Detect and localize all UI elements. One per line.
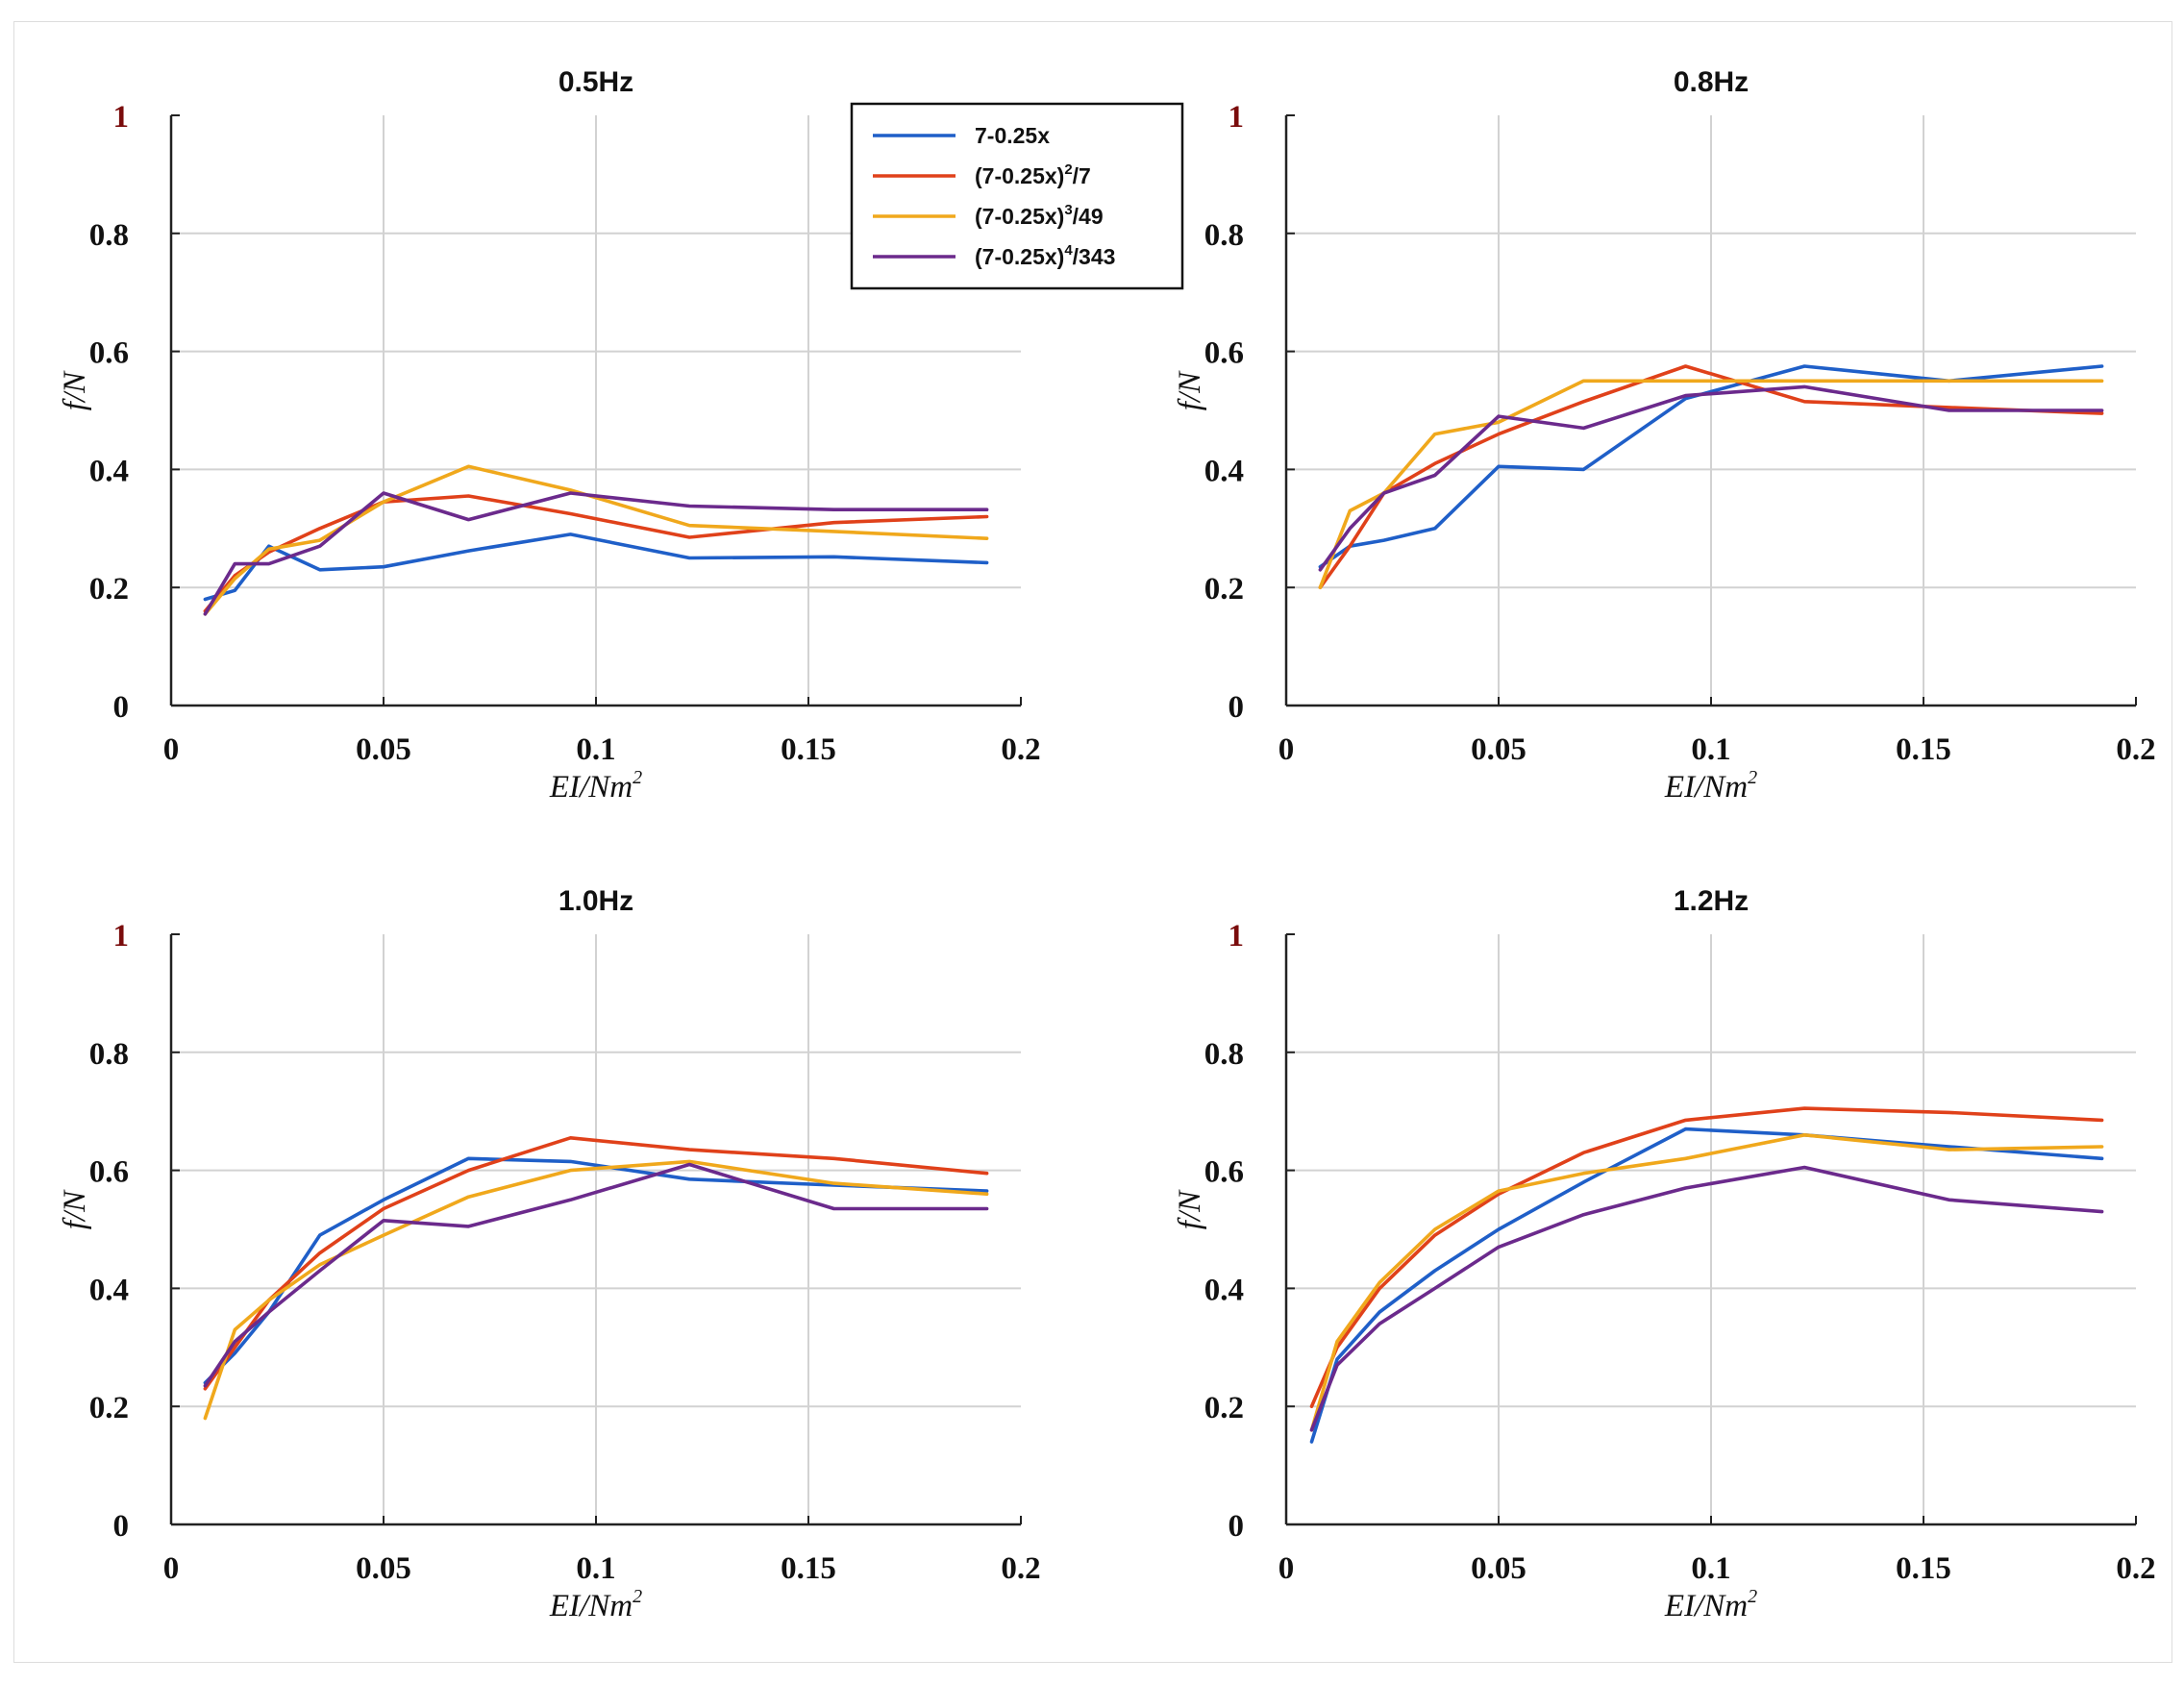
x-axis-label: EI/Nm2: [549, 1586, 642, 1623]
x-tick-label: 0.15: [781, 732, 836, 767]
y-tick-label: 0: [113, 1509, 130, 1544]
series-line-1: [203, 1156, 989, 1385]
series-line-2: [1309, 1106, 2104, 1408]
x-tick-label: 0.15: [1896, 1551, 1951, 1586]
x-tick-label: 0.2: [1001, 1551, 1040, 1586]
y-tick-label: 0.4: [89, 1273, 129, 1307]
y-axis-label: f/N: [58, 1189, 92, 1229]
legend: 7-0.25x (7-0.25x)2/7 (7-0.25x)3/49 (7-0.25x…: [850, 102, 1184, 290]
y-tick-label: 0.8: [1204, 1037, 1244, 1072]
x-tick-label: 0.05: [1471, 1551, 1526, 1586]
x-tick-label: 0.05: [356, 732, 411, 767]
series-line-3: [1318, 379, 2104, 590]
x-tick-label: 0: [163, 1551, 180, 1586]
x-tick-label: 0.05: [1471, 732, 1526, 767]
x-tick-label: 0: [163, 732, 180, 767]
series-line-3: [203, 1159, 989, 1421]
x-tick-label: 0.1: [1691, 732, 1730, 767]
x-tick-label: 0.05: [356, 1551, 411, 1586]
y-tick-label: 0.6: [89, 1155, 129, 1190]
y-tick-label: 0.4: [1204, 454, 1244, 488]
x-tick-label: 0.1: [576, 1551, 615, 1586]
panel-title: 0.5Hz: [558, 66, 633, 98]
panel-title: 1.2Hz: [1674, 885, 1749, 917]
x-tick-label: 0.1: [576, 732, 615, 767]
x-tick-label: 0.1: [1691, 1551, 1730, 1586]
y-tick-label: 0.6: [1204, 336, 1244, 371]
series-line-1: [203, 532, 989, 602]
legend-label-3: (7-0.25x)3/49: [975, 202, 1104, 229]
y-tick-label: 0.6: [89, 336, 129, 371]
x-axis-label: EI/Nm2: [549, 767, 642, 805]
x-axis-label: EI/Nm2: [1664, 1586, 1757, 1623]
x-tick-label: 0.2: [1001, 732, 1040, 767]
y-tick-label: 0.4: [1204, 1273, 1244, 1307]
x-tick-label: 0.2: [2116, 732, 2155, 767]
panel-title: 0.8Hz: [1674, 66, 1749, 98]
series-line-1: [1318, 364, 2104, 569]
series-line-4: [203, 1162, 989, 1388]
series-line-4: [203, 491, 989, 616]
y-tick-label: 0.2: [89, 1391, 129, 1425]
y-tick-label: 1: [1228, 919, 1245, 953]
y-tick-label: 0.4: [89, 454, 129, 488]
series-line-3: [1309, 1133, 2104, 1432]
panel-2: 0 0.05 0.1 0.15 0.2 0 0.2 0.4 0.6 0.8 1 0.8Hz EI/Nm2…: [1173, 66, 2156, 805]
y-tick-label: 1: [113, 100, 130, 135]
figure-frame: [13, 21, 2172, 1663]
x-axis-label: EI/Nm2: [1664, 767, 1757, 805]
panel-4: 0 0.05 0.1 0.15 0.2 0 0.2 0.4 0.6 0.8 1 1.2Hz EI/Nm2…: [1173, 885, 2156, 1623]
y-tick-label: 1: [1228, 100, 1245, 135]
y-tick-label: 0.6: [1204, 1155, 1244, 1190]
y-tick-label: 0.2: [89, 572, 129, 607]
x-tick-label: 0: [1278, 1551, 1295, 1586]
series-line-1: [1309, 1127, 2104, 1444]
y-tick-label: 0.8: [89, 218, 129, 253]
y-tick-label: 0.8: [89, 1037, 129, 1072]
legend-label-4: (7-0.25x)4/343: [975, 242, 1115, 269]
x-tick-label: 0.15: [781, 1551, 836, 1586]
x-tick-label: 0.2: [2116, 1551, 2155, 1586]
legend-label-2: (7-0.25x)2/7: [975, 161, 1091, 188]
y-tick-label: 0.2: [1204, 1391, 1244, 1425]
y-tick-label: 0: [1228, 690, 1245, 725]
series-line-2: [1318, 364, 2104, 590]
y-axis-label: f/N: [58, 370, 92, 410]
y-axis-label: f/N: [1173, 370, 1207, 410]
x-tick-label: 0.15: [1896, 732, 1951, 767]
y-tick-label: 0.2: [1204, 572, 1244, 607]
panel-title: 1.0Hz: [558, 885, 633, 917]
panel-3: 0 0.05 0.1 0.15 0.2 0 0.2 0.4 0.6 0.8 1 1.0Hz EI/Nm2…: [58, 885, 1041, 1623]
series-line-4: [1318, 384, 2104, 572]
series-line-4: [1309, 1165, 2104, 1432]
y-axis-label: f/N: [1173, 1189, 1207, 1229]
y-tick-label: 0.8: [1204, 218, 1244, 253]
series-line-2: [203, 1136, 989, 1391]
x-tick-label: 0: [1278, 732, 1295, 767]
y-tick-label: 1: [113, 919, 130, 953]
y-tick-label: 0: [1228, 1509, 1245, 1544]
y-tick-label: 0: [113, 690, 130, 725]
legend-label-1: 7-0.25x: [975, 123, 1050, 148]
